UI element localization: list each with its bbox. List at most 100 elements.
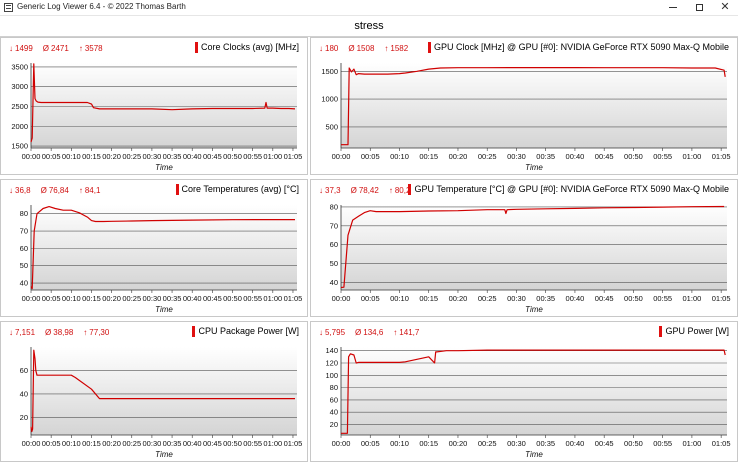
y-tick-label: 40 <box>330 408 338 417</box>
stat-min-value: 37,3 <box>325 186 341 195</box>
stat-min-symbol: ↓ <box>9 44 13 53</box>
x-tick-label: 00:05 <box>42 294 61 303</box>
stats-readout: ↓ 7,151 Ø 38,98 ↑ 77,30 <box>9 328 119 337</box>
stat-min-value: 5,795 <box>325 328 346 337</box>
x-tick-label: 00:55 <box>243 152 262 161</box>
x-tick-label: 00:25 <box>122 439 141 448</box>
stat-max-symbol: ↑ <box>393 328 398 337</box>
stat-min: ↓ 1499 <box>9 44 33 53</box>
series-line <box>341 349 726 434</box>
chart-title: GPU Temperature [°C] @ GPU [#0]: NVIDIA … <box>408 184 729 195</box>
x-tick-label: 00:45 <box>203 152 222 161</box>
x-tick-label: 00:35 <box>163 152 182 161</box>
x-axis-title: Time <box>155 163 173 172</box>
x-tick-label: 00:25 <box>478 439 497 448</box>
x-tick-label: 00:10 <box>62 152 81 161</box>
stats-readout: ↓ 36,8 Ø 76,84 ↑ 84,1 <box>9 186 110 195</box>
core-clocks-panel: ↓ 1499 Ø 2471 ↑ 3578 Core Clocks (avg) [MHz] 15… <box>0 37 308 175</box>
close-button[interactable]: ✕ <box>712 0 738 15</box>
stat-max: ↑ 77,30 <box>83 328 109 337</box>
stat-max-value: 80,2 <box>394 186 411 195</box>
stat-max: ↑ 1582 <box>384 44 408 53</box>
panel-header: ↓ 5,795 Ø 134,6 ↑ 141,7 GPU Power [W] <box>311 322 737 342</box>
x-tick-label: 00:05 <box>361 294 380 303</box>
plot-area <box>31 63 297 148</box>
x-tick-label: 00:05 <box>361 152 380 161</box>
stat-max: ↑ 141,7 <box>393 328 419 337</box>
stat-avg-symbol: Ø <box>350 186 357 195</box>
y-tick-label: 120 <box>325 359 338 368</box>
panel-header: ↓ 36,8 Ø 76,84 ↑ 84,1 Core Temperatures (avg) … <box>1 180 307 200</box>
stat-avg: Ø 76,84 <box>41 186 69 195</box>
x-tick-label: 00:10 <box>390 294 409 303</box>
plot-area <box>341 347 727 435</box>
stat-avg-symbol: Ø <box>40 186 47 195</box>
chart-svg: 40 50 60 70 80 00:00 00:05 00:10 00:15 00:20 00:25… <box>330 202 731 314</box>
y-tick-label: 70 <box>330 221 338 230</box>
gpu-power-panel: ↓ 5,795 Ø 134,6 ↑ 141,7 GPU Power [W] 20 40 60 80 1… <box>310 321 738 462</box>
x-tick-label: 00:00 <box>332 439 351 448</box>
stat-max-value: 77,30 <box>89 328 110 337</box>
core-temps-panel: ↓ 36,8 Ø 76,84 ↑ 84,1 Core Temperatures (avg) … <box>0 179 308 317</box>
stat-min: ↓ 180 <box>319 44 338 53</box>
x-tick-label: 01:00 <box>683 152 702 161</box>
y-tick-label: 60 <box>330 395 338 404</box>
x-tick-label: 01:00 <box>263 294 282 303</box>
x-tick-label: 00:15 <box>82 439 101 448</box>
x-axis-title: Time <box>525 450 543 459</box>
x-tick-label: 00:10 <box>390 439 409 448</box>
x-tick-label: 00:45 <box>595 294 614 303</box>
y-tick-label: 20 <box>20 413 28 422</box>
x-tick-label: 00:25 <box>122 152 141 161</box>
y-tick-label: 40 <box>20 279 28 288</box>
x-tick-label: 01:00 <box>683 294 702 303</box>
y-tick-label: 1500 <box>11 142 28 151</box>
cpu-package-power-panel: ↓ 7,151 Ø 38,98 ↑ 77,30 CPU Package Power [W] 2… <box>0 321 308 462</box>
stat-avg: Ø 78,42 <box>351 186 379 195</box>
chart-title: CPU Package Power [W] <box>192 326 299 337</box>
x-tick-label: 00:30 <box>507 439 526 448</box>
stat-min-value: 1499 <box>15 44 33 53</box>
panel-header: ↓ 37,3 Ø 78,42 ↑ 80,2 GPU Temperature [°C] @ G… <box>311 180 737 200</box>
x-tick-label: 00:00 <box>332 152 351 161</box>
x-axis-title: Time <box>155 305 173 314</box>
stats-readout: ↓ 37,3 Ø 78,42 ↑ 80,2 <box>319 186 420 195</box>
gpu-temp-panel: ↓ 37,3 Ø 78,42 ↑ 80,2 GPU Temperature [°C] @ G… <box>310 179 738 317</box>
minimize-button[interactable] <box>660 0 686 15</box>
x-tick-label: 00:30 <box>143 439 162 448</box>
y-tick-label: 40 <box>330 278 338 287</box>
x-tick-label: 00:45 <box>203 294 222 303</box>
x-tick-label: 01:05 <box>712 294 731 303</box>
x-tick-label: 00:45 <box>203 439 222 448</box>
stat-avg-value: 76,84 <box>48 186 69 195</box>
stat-min: ↓ 7,151 <box>9 328 35 337</box>
y-tick-label: 1000 <box>321 95 338 104</box>
stat-max-value: 141,7 <box>399 328 420 337</box>
stat-max-symbol: ↑ <box>384 44 389 53</box>
x-axis-title: Time <box>155 450 173 459</box>
x-tick-label: 01:00 <box>263 439 282 448</box>
stat-avg-value: 2471 <box>51 44 69 53</box>
x-tick-label: 00:55 <box>243 294 262 303</box>
stat-max-symbol: ↑ <box>388 186 393 195</box>
stat-avg: Ø 2471 <box>43 44 69 53</box>
maximize-icon <box>695 4 703 11</box>
stat-min-symbol: ↓ <box>9 186 13 195</box>
chart-svg: 20 40 60 80 100 120 140 00:00 00:05 00:10 00:15 00:… <box>325 346 730 459</box>
stat-avg-symbol: Ø <box>348 44 355 53</box>
x-tick-label: 00:40 <box>183 152 202 161</box>
maximize-button[interactable] <box>686 0 712 15</box>
y-tick-label: 80 <box>20 209 28 218</box>
chart-title: Core Clocks (avg) [MHz] <box>194 42 299 53</box>
plot-area <box>341 63 727 148</box>
x-tick-label: 00:25 <box>122 294 141 303</box>
plot-area <box>31 205 297 290</box>
x-tick-label: 00:20 <box>449 294 468 303</box>
series-line <box>30 349 295 433</box>
y-tick-label: 3000 <box>11 82 28 91</box>
window-title: Generic Log Viewer 6.4 - © 2022 Thomas B… <box>17 2 186 11</box>
x-tick-label: 00:30 <box>507 152 526 161</box>
x-tick-label: 00:20 <box>449 439 468 448</box>
series-line <box>30 205 295 290</box>
y-tick-label: 60 <box>20 244 28 253</box>
